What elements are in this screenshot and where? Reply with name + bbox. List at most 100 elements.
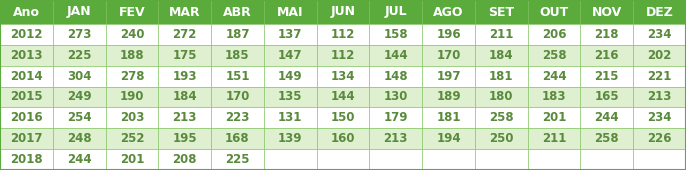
Text: 216: 216 bbox=[595, 49, 619, 62]
Bar bbox=[53, 45, 106, 66]
Text: 183: 183 bbox=[542, 90, 567, 104]
Bar bbox=[633, 87, 686, 107]
Bar bbox=[53, 24, 106, 45]
Bar bbox=[369, 0, 422, 24]
Text: 211: 211 bbox=[542, 132, 566, 145]
Text: 151: 151 bbox=[225, 70, 250, 83]
Bar bbox=[528, 66, 580, 87]
Bar bbox=[475, 45, 528, 66]
Bar bbox=[211, 45, 264, 66]
Text: 189: 189 bbox=[436, 90, 461, 104]
Text: MAR: MAR bbox=[169, 5, 200, 19]
Text: 234: 234 bbox=[648, 111, 672, 124]
Bar bbox=[158, 87, 211, 107]
Bar bbox=[158, 149, 211, 170]
Bar bbox=[422, 0, 475, 24]
Text: DEZ: DEZ bbox=[646, 5, 674, 19]
Text: JAN: JAN bbox=[67, 5, 91, 19]
Bar bbox=[528, 24, 580, 45]
Bar bbox=[0, 66, 53, 87]
Bar bbox=[211, 107, 264, 128]
Text: 258: 258 bbox=[595, 132, 619, 145]
Bar bbox=[317, 87, 369, 107]
Bar bbox=[264, 45, 317, 66]
Text: 2014: 2014 bbox=[10, 70, 43, 83]
Bar bbox=[317, 66, 369, 87]
Bar bbox=[475, 87, 528, 107]
Bar bbox=[211, 0, 264, 24]
Text: 213: 213 bbox=[648, 90, 672, 104]
Bar bbox=[633, 66, 686, 87]
Text: 112: 112 bbox=[331, 49, 355, 62]
Text: 112: 112 bbox=[331, 28, 355, 41]
Bar bbox=[633, 107, 686, 128]
Text: 278: 278 bbox=[119, 70, 144, 83]
Bar bbox=[53, 107, 106, 128]
Bar bbox=[264, 87, 317, 107]
Bar bbox=[53, 87, 106, 107]
Text: 150: 150 bbox=[331, 111, 355, 124]
Text: 137: 137 bbox=[278, 28, 303, 41]
Bar bbox=[264, 24, 317, 45]
Text: 181: 181 bbox=[489, 70, 514, 83]
Bar bbox=[211, 66, 264, 87]
Text: 248: 248 bbox=[67, 132, 91, 145]
Text: 225: 225 bbox=[67, 49, 91, 62]
Text: 185: 185 bbox=[225, 49, 250, 62]
Text: 218: 218 bbox=[595, 28, 619, 41]
Text: 272: 272 bbox=[172, 28, 197, 41]
Bar bbox=[317, 0, 369, 24]
Bar bbox=[264, 107, 317, 128]
Bar bbox=[528, 128, 580, 149]
Text: 2018: 2018 bbox=[10, 153, 43, 166]
Text: 273: 273 bbox=[67, 28, 91, 41]
Bar bbox=[475, 66, 528, 87]
Bar bbox=[0, 128, 53, 149]
Text: FEV: FEV bbox=[119, 5, 145, 19]
Text: 203: 203 bbox=[120, 111, 144, 124]
Text: NOV: NOV bbox=[592, 5, 622, 19]
Bar bbox=[0, 87, 53, 107]
Bar bbox=[633, 24, 686, 45]
Bar bbox=[264, 128, 317, 149]
Bar bbox=[158, 45, 211, 66]
Text: 147: 147 bbox=[278, 49, 303, 62]
Text: 213: 213 bbox=[172, 111, 197, 124]
Text: 2012: 2012 bbox=[10, 28, 43, 41]
Bar bbox=[0, 0, 53, 24]
Text: 193: 193 bbox=[172, 70, 197, 83]
Text: 184: 184 bbox=[172, 90, 197, 104]
Text: 2013: 2013 bbox=[10, 49, 43, 62]
Bar bbox=[528, 107, 580, 128]
Text: 2017: 2017 bbox=[10, 132, 43, 145]
Text: 139: 139 bbox=[278, 132, 303, 145]
Text: 135: 135 bbox=[278, 90, 303, 104]
Bar bbox=[369, 128, 422, 149]
Bar bbox=[633, 45, 686, 66]
Bar bbox=[580, 45, 633, 66]
Bar bbox=[422, 149, 475, 170]
Text: 165: 165 bbox=[595, 90, 619, 104]
Bar bbox=[106, 66, 158, 87]
Bar bbox=[106, 107, 158, 128]
Bar bbox=[580, 128, 633, 149]
Bar bbox=[106, 24, 158, 45]
Text: 213: 213 bbox=[383, 132, 408, 145]
Bar bbox=[158, 0, 211, 24]
Bar bbox=[158, 107, 211, 128]
Bar bbox=[211, 149, 264, 170]
Text: Ano: Ano bbox=[13, 5, 40, 19]
Text: 170: 170 bbox=[436, 49, 461, 62]
Text: 144: 144 bbox=[383, 49, 408, 62]
Bar bbox=[106, 128, 158, 149]
Bar bbox=[580, 87, 633, 107]
Text: OUT: OUT bbox=[539, 5, 569, 19]
Bar bbox=[422, 66, 475, 87]
Bar bbox=[106, 0, 158, 24]
Bar bbox=[317, 24, 369, 45]
Text: 175: 175 bbox=[172, 49, 197, 62]
Bar bbox=[633, 149, 686, 170]
Text: 170: 170 bbox=[225, 90, 250, 104]
Text: 197: 197 bbox=[436, 70, 461, 83]
Text: 215: 215 bbox=[595, 70, 619, 83]
